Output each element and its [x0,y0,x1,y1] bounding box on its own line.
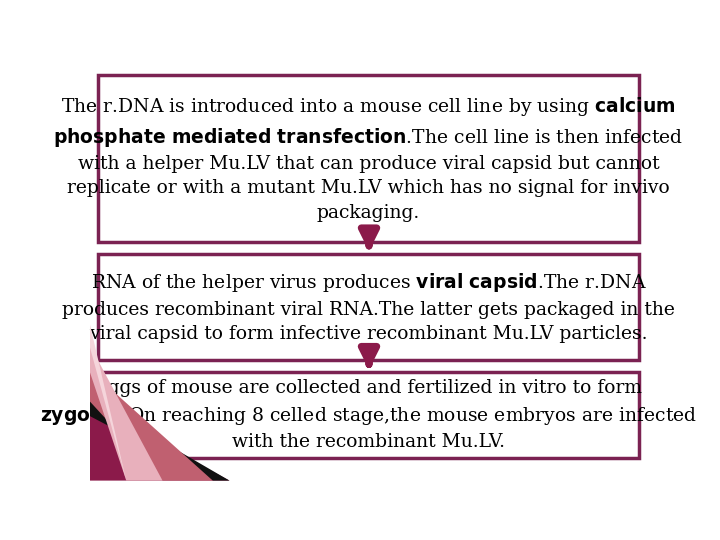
FancyBboxPatch shape [99,373,639,458]
Text: Eggs of mouse are collected and fertilized in vitro to form
$\bf{zygotes}$.On re: Eggs of mouse are collected and fertiliz… [40,380,697,451]
Polygon shape [90,346,163,481]
Text: RNA of the helper virus produces $\bf{viral\ capsid}$.The r.DNA
produces recombi: RNA of the helper virus produces $\bf{vi… [62,271,675,343]
FancyBboxPatch shape [99,254,639,360]
Polygon shape [90,370,213,481]
Polygon shape [90,406,230,481]
FancyBboxPatch shape [99,75,639,241]
Polygon shape [90,325,126,481]
Text: The r.DNA is introduced into a mouse cell line by using $\bf{calcium}$
$\bf{phos: The r.DNA is introduced into a mouse cel… [53,95,683,221]
Polygon shape [90,400,230,481]
